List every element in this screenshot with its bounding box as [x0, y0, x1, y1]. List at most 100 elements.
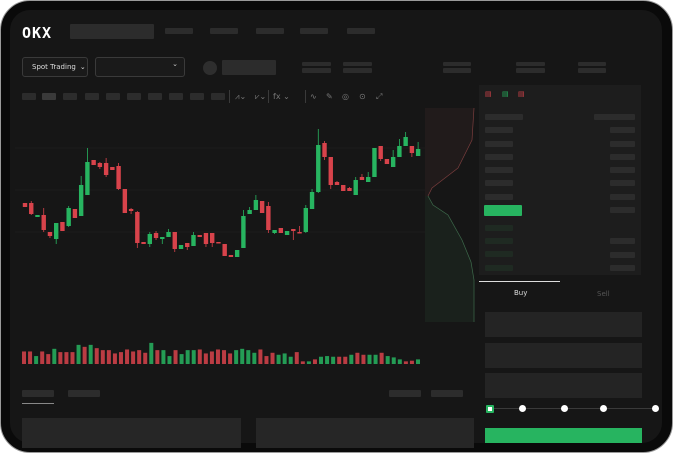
timeframe-option[interactable] [211, 93, 225, 100]
slider-track[interactable] [489, 408, 657, 409]
orders-panel [22, 418, 241, 448]
candle-body [197, 235, 202, 237]
timeframe-option[interactable] [22, 93, 36, 100]
stat-value [443, 68, 471, 73]
candle [353, 177, 358, 195]
candle [409, 146, 415, 157]
candle [54, 223, 59, 244]
timeframe-option[interactable] [85, 93, 99, 100]
candle-body [253, 200, 259, 210]
candle-body [309, 192, 315, 209]
volume-bar [137, 350, 142, 364]
volume-bar [282, 353, 287, 364]
volume-bar [88, 344, 93, 364]
volume-bar [331, 356, 336, 364]
chart-type-icon[interactable]: ⩗⌄ [255, 92, 267, 101]
circle-icon[interactable]: ◎ [342, 92, 349, 101]
tab-order-history[interactable] [68, 390, 100, 397]
volume-bar [228, 353, 233, 364]
nav-item[interactable] [347, 28, 375, 34]
function-icon[interactable]: fx ⌄ [273, 92, 290, 101]
candle [372, 148, 377, 177]
candle [241, 210, 246, 248]
nav-item[interactable] [165, 28, 193, 34]
slider-step-75[interactable] [600, 405, 607, 412]
candle-body [353, 180, 358, 195]
ask-amount [610, 207, 635, 213]
tab-sell[interactable]: Sell [597, 290, 610, 298]
indicator-icon[interactable]: ⩘⌄ [235, 92, 247, 101]
candle [247, 207, 252, 214]
pencil-icon[interactable]: ✎ [326, 92, 333, 101]
settings-icon[interactable]: ⊙ [359, 92, 366, 101]
volume-bar [82, 346, 87, 364]
timeframe-option[interactable] [169, 93, 183, 100]
volume-bar [215, 349, 220, 364]
tab-open-orders[interactable] [22, 390, 54, 397]
nav-item[interactable] [210, 28, 238, 34]
timeframe-option[interactable] [148, 93, 162, 100]
slider-handle[interactable] [486, 405, 494, 413]
filter-button[interactable] [389, 390, 421, 397]
candle [222, 244, 227, 256]
volume-bar [355, 352, 360, 364]
slider-step-50[interactable] [561, 405, 568, 412]
orderbook-both-icon[interactable]: ▤ [485, 90, 492, 98]
ask-amount [610, 180, 635, 186]
candle [384, 159, 390, 164]
candle-body [234, 250, 240, 257]
timeframe-option[interactable] [42, 93, 56, 100]
volume-bar [131, 351, 136, 364]
timeframe-option[interactable] [63, 93, 77, 100]
filter-button[interactable] [431, 390, 463, 397]
ask-amount [610, 154, 635, 160]
fullscreen-icon[interactable]: ⤢ [376, 92, 383, 101]
volume-bar [264, 356, 269, 364]
market-type-label: Spot Trading [32, 63, 76, 71]
candle-body [241, 216, 246, 248]
orderbook-asks-icon[interactable]: ▤ [518, 90, 525, 98]
candle-body [210, 233, 215, 243]
slider-step-25[interactable] [519, 405, 526, 412]
volume-bar [167, 356, 172, 364]
market-type-selector[interactable]: Spot Trading ⌄ [22, 57, 88, 77]
volume-bar [203, 353, 208, 364]
volume-bar [94, 348, 99, 364]
slider-step-100[interactable] [652, 405, 659, 412]
pair-selector[interactable]: ⌄ [95, 57, 185, 77]
line-tool-icon[interactable]: ∿ [310, 92, 317, 101]
candle [66, 206, 71, 227]
candle [147, 232, 152, 247]
candle-body [141, 242, 146, 244]
candle-body [91, 160, 96, 165]
candle [253, 195, 259, 210]
search-bar[interactable] [70, 24, 154, 39]
candle-body [291, 229, 296, 231]
orderbook-bids-icon[interactable]: ▤ [502, 90, 509, 98]
bid-price [485, 238, 513, 244]
candle-body [153, 233, 159, 238]
nav-item[interactable] [256, 28, 284, 34]
volume-bar [397, 359, 402, 364]
okx-logo[interactable]: OKX [22, 24, 53, 42]
amount-input[interactable] [485, 343, 642, 368]
volume-bar [222, 350, 227, 364]
mid-price [484, 205, 522, 216]
candle [291, 229, 296, 240]
candle-body [259, 201, 265, 213]
volume-bar [409, 360, 414, 364]
volume-bar [161, 350, 166, 364]
tab-buy[interactable]: Buy [514, 289, 528, 297]
timeframe-option[interactable] [190, 93, 204, 100]
timeframe-option[interactable] [106, 93, 120, 100]
assets-panel [256, 418, 474, 448]
buy-button[interactable] [485, 428, 642, 443]
candle [303, 205, 308, 233]
timeframe-option[interactable] [127, 93, 141, 100]
total-input[interactable] [485, 373, 642, 398]
nav-item[interactable] [300, 28, 328, 34]
price-input[interactable] [485, 312, 642, 337]
candle-body [147, 234, 152, 244]
candle-body [216, 242, 221, 244]
